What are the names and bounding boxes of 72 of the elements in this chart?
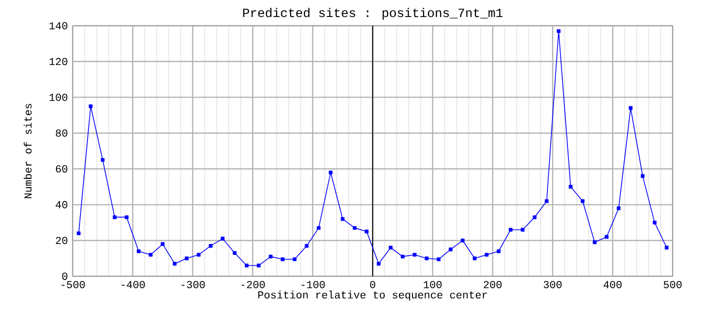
point bbox=[520, 228, 525, 232]
point bbox=[508, 228, 513, 232]
point bbox=[76, 231, 81, 236]
point bbox=[256, 264, 261, 268]
point bbox=[112, 215, 117, 220]
x-tick-label: 200 bbox=[484, 280, 502, 288]
point bbox=[364, 230, 369, 234]
x-tick-label: 100 bbox=[424, 280, 442, 288]
point bbox=[460, 238, 465, 242]
point bbox=[220, 236, 225, 241]
point bbox=[124, 215, 129, 220]
point bbox=[424, 256, 429, 260]
point bbox=[568, 184, 573, 189]
point bbox=[304, 244, 309, 248]
point bbox=[640, 174, 645, 178]
point bbox=[484, 252, 489, 257]
point bbox=[136, 249, 141, 254]
y-tick-label: 20 bbox=[56, 236, 68, 244]
point bbox=[316, 226, 321, 230]
y-tick-label: 0 bbox=[62, 272, 68, 280]
point bbox=[412, 252, 417, 257]
point bbox=[592, 240, 597, 244]
point bbox=[436, 257, 441, 262]
point bbox=[532, 215, 537, 220]
x-tick-label: -300 bbox=[182, 280, 205, 288]
point bbox=[580, 199, 585, 203]
point bbox=[160, 242, 165, 246]
point bbox=[352, 226, 357, 230]
y-tick-label: 60 bbox=[56, 165, 68, 173]
point bbox=[376, 262, 381, 266]
x-tick-label: 300 bbox=[544, 280, 562, 288]
point bbox=[148, 252, 153, 257]
point bbox=[544, 199, 549, 203]
x-tick-label: 0 bbox=[370, 280, 376, 288]
x-tick-label: 400 bbox=[604, 280, 622, 288]
point bbox=[172, 262, 177, 266]
point bbox=[244, 264, 249, 268]
y-tick-label: 80 bbox=[56, 129, 68, 137]
x-tick-label: -200 bbox=[242, 280, 265, 288]
point bbox=[208, 244, 213, 248]
point bbox=[556, 29, 561, 33]
y-tick-label: 140 bbox=[50, 22, 68, 30]
point bbox=[88, 104, 93, 108]
x-tick-label: -100 bbox=[302, 280, 325, 288]
point bbox=[100, 158, 105, 162]
point bbox=[400, 254, 405, 258]
x-tick-label: 500 bbox=[664, 280, 682, 288]
x-tick-label: -500 bbox=[62, 280, 85, 288]
y-tick-label: 120 bbox=[50, 58, 68, 66]
point bbox=[604, 235, 609, 239]
point bbox=[292, 257, 297, 262]
point bbox=[616, 206, 621, 210]
point bbox=[268, 254, 273, 258]
point bbox=[388, 246, 393, 250]
y-tick-label: 100 bbox=[50, 94, 68, 101]
point bbox=[196, 252, 201, 257]
point bbox=[652, 220, 657, 224]
chart-title: Predicted sites : positions_7nt_m1 bbox=[243, 8, 502, 20]
point bbox=[448, 248, 453, 252]
point bbox=[232, 251, 237, 255]
point bbox=[280, 257, 285, 262]
x-axis-title: Position relative to sequence center bbox=[258, 290, 487, 301]
point bbox=[184, 256, 189, 260]
point bbox=[664, 246, 669, 250]
x-tick-label: -400 bbox=[122, 280, 145, 288]
point bbox=[472, 256, 477, 260]
point bbox=[628, 106, 633, 110]
point bbox=[496, 249, 501, 254]
point bbox=[340, 217, 345, 221]
y-tick-label: 40 bbox=[56, 201, 68, 208]
y-axis-title: Number of sites bbox=[24, 104, 32, 198]
point bbox=[328, 170, 333, 174]
